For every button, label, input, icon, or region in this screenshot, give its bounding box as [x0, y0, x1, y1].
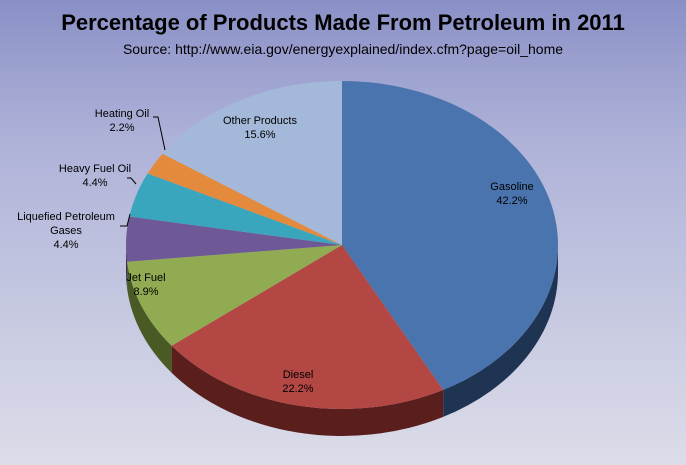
pie-side-gasoline — [443, 245, 558, 417]
slice-label-heating-oil: Heating Oil 2.2% — [95, 108, 149, 134]
pie-side-diesel — [171, 345, 444, 436]
slice-label-jet-fuel: Jet Fuel 8.9% — [126, 272, 165, 298]
slice-label-value: 15.6% — [244, 129, 275, 141]
leader-line — [153, 116, 166, 151]
leader-line — [127, 177, 137, 185]
pie-slice-liquefied-petroleum-gases — [125, 216, 342, 262]
slice-label-name: Diesel — [283, 369, 314, 381]
slice-label-gasoline: Gasoline 42.2% — [490, 181, 533, 207]
slice-label-value: 4.4% — [82, 177, 107, 189]
slice-label-value: 8.9% — [133, 286, 158, 298]
slice-label-name: Other Products — [223, 115, 297, 127]
pie-slice-gasoline — [342, 81, 558, 390]
slice-label-name: Heavy Fuel Oil — [59, 163, 131, 175]
chart-title: Percentage of Products Made From Petrole… — [61, 10, 625, 35]
pie-slice-jet-fuel — [127, 245, 342, 346]
slice-label-value: 4.4% — [53, 239, 78, 251]
slice-label-diesel: Diesel 22.2% — [282, 369, 313, 395]
slice-label-value: 2.2% — [109, 122, 134, 134]
pie-slice-diesel — [171, 245, 444, 409]
pie-slice-heavy-fuel-oil — [129, 173, 342, 245]
slice-label-heavy-fuel-oil: Heavy Fuel Oil 4.4% — [59, 163, 131, 189]
slice-label-name: Liquefied Petroleum — [17, 211, 115, 223]
slice-label-value: 22.2% — [282, 383, 313, 395]
slice-label-name: Gasoline — [490, 181, 533, 193]
slice-label-liquefied-petroleum-gases: Liquefied Petroleum Gases 4.4% — [17, 211, 115, 251]
chart-subtitle: Source: http://www.eia.gov/energyexplain… — [122, 41, 564, 57]
pie-slice-other-products — [162, 81, 342, 245]
leader-line — [120, 213, 131, 227]
slice-label-name: Jet Fuel — [126, 272, 165, 284]
pie-slice-heating-oil — [147, 153, 342, 245]
slice-label-name: Heating Oil — [95, 108, 149, 120]
slice-label-value: 42.2% — [496, 195, 527, 207]
pie-side-liquefied-petroleum-gases — [126, 245, 128, 289]
slice-label-other-products: Other Products 15.6% — [223, 115, 297, 141]
slice-label-name: Gases — [50, 225, 82, 237]
pie-side-jet-fuel — [127, 261, 172, 373]
